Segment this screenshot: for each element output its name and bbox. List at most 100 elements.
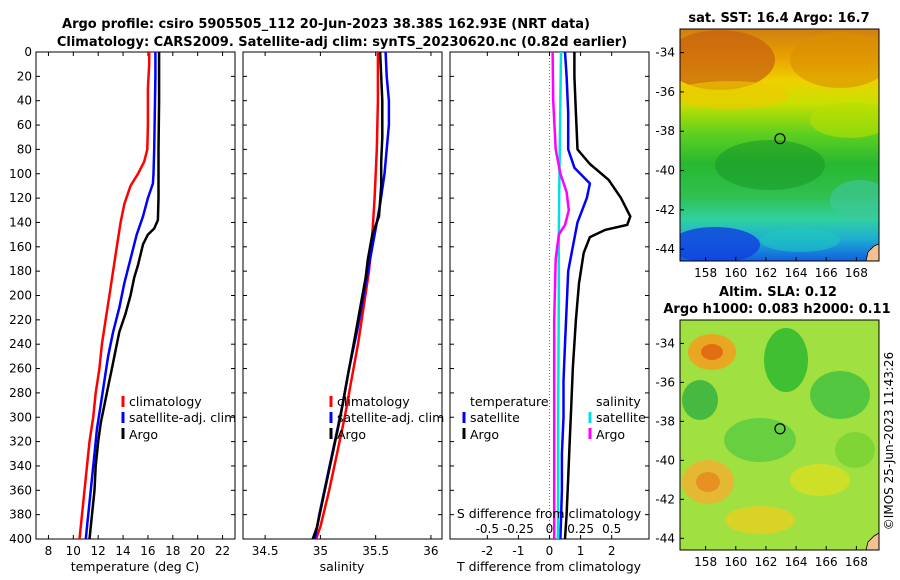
legend-s-satellite: satellite xyxy=(596,410,646,425)
x2-tick-label: -0.5 xyxy=(476,522,499,536)
depth-tick-label: 180 xyxy=(9,264,32,278)
series-line-satellite-adj-clim xyxy=(84,52,157,539)
depth-tick-label: 320 xyxy=(9,435,32,449)
depth-tick-label: 360 xyxy=(9,483,32,497)
legend-temperature-header: temperature xyxy=(470,394,549,409)
difference-xlabel: T difference from climatology xyxy=(456,559,642,574)
x-tick-label: 14 xyxy=(115,544,130,558)
depth-tick-label: 200 xyxy=(9,289,32,303)
x-tick-label: -2 xyxy=(481,544,493,558)
x-tick-label: 35 xyxy=(313,544,328,558)
depth-tick-label: 280 xyxy=(9,386,32,400)
difference-lines xyxy=(551,52,632,539)
depth-tick-label: 400 xyxy=(9,532,32,546)
sst-map-panel: sat. SST: 16.4 Argo: 16.7 158 160 162 164 16… xyxy=(655,11,880,280)
sst-map-y-ticks: -34 -36 -38 -40 -42 -44 xyxy=(655,46,684,256)
x-tick-label: 2 xyxy=(608,544,616,558)
depth-tick-label: 300 xyxy=(9,410,32,424)
map-y-tick-label: -44 xyxy=(655,531,675,545)
depth-tick-label: 100 xyxy=(9,167,32,181)
map-y-tick-label: -44 xyxy=(655,242,675,256)
salinity-lines xyxy=(311,52,391,539)
map-x-tick-label: 162 xyxy=(754,555,777,569)
legend-t-satellite: satellite xyxy=(470,410,520,425)
sla-map-panel: Altim. SLA: 0.12 Argo h1000: 0.083 h2000… xyxy=(655,285,890,569)
sla-map-y-ticks: -34 -36 -38 -40 -42 -44 xyxy=(655,336,684,545)
map-x-tick-label: 158 xyxy=(694,266,717,280)
x2-tick-label: 0.5 xyxy=(602,522,621,536)
salinity-frame xyxy=(242,51,443,540)
map-y-tick-label: -36 xyxy=(655,85,675,99)
salinity-panel: 34.5 35 35.5 36 salinity climatology satell… xyxy=(242,51,444,574)
sla-map-x-ticks: 158 160 162 164 166 168 xyxy=(694,546,868,569)
sla-map-frame xyxy=(679,319,880,551)
x-tick-label: 16 xyxy=(140,544,155,558)
sla-map-title: Altim. SLA: 0.12 xyxy=(719,285,837,300)
x-tick-label: 34.5 xyxy=(252,544,279,558)
series-line-t-argo xyxy=(563,52,632,539)
depth-tick-label: 40 xyxy=(17,94,32,108)
legend-climatology: climatology xyxy=(129,394,202,409)
x-tick-label: 0 xyxy=(546,544,554,558)
legend-s-argo: Argo xyxy=(596,427,625,442)
map-y-tick-label: -42 xyxy=(655,492,675,506)
depth-axis: 0 20 40 60 80 100 120 140 160 180 200 220 240 260 280 3… xyxy=(9,45,649,546)
map-x-tick-label: 168 xyxy=(845,266,868,280)
difference-legend: temperature satellite Argo salinity sate… xyxy=(462,394,646,442)
map-y-tick-label: -34 xyxy=(655,46,675,60)
legend-argo: Argo xyxy=(129,427,158,442)
map-x-tick-label: 160 xyxy=(724,266,747,280)
map-y-tick-label: -40 xyxy=(655,453,675,467)
depth-tick-label: 240 xyxy=(9,337,32,351)
map-x-tick-label: 160 xyxy=(724,555,747,569)
map-y-tick-label: -38 xyxy=(655,124,675,138)
difference-x-ticks: -2 -1 0 1 2 xyxy=(481,52,616,558)
series-line-t-satellite xyxy=(559,52,592,539)
depth-tick-label: 160 xyxy=(9,240,32,254)
depth-tick-label: 140 xyxy=(9,215,32,229)
temperature-legend: climatology satellite-adj. clim Argo xyxy=(121,394,236,442)
depth-tick-label: 120 xyxy=(9,191,32,205)
x-tick-label: 22 xyxy=(215,544,230,558)
x-tick-label: 18 xyxy=(165,544,180,558)
legend-salinity-header: salinity xyxy=(596,394,641,409)
legend-satellite: satellite-adj. clim xyxy=(129,410,236,425)
depth-tick-label: 0 xyxy=(24,45,32,59)
map-x-tick-label: 168 xyxy=(845,555,868,569)
legend-climatology: climatology xyxy=(337,394,410,409)
depth-tick-label: 260 xyxy=(9,362,32,376)
timestamp: ©IMOS 25-Jun-2023 11:43:26 xyxy=(882,352,896,530)
x-tick-label: 10 xyxy=(66,544,81,558)
sla-map-image xyxy=(680,320,879,550)
depth-tick-label: 80 xyxy=(17,142,32,156)
map-x-tick-label: 164 xyxy=(785,555,808,569)
map-x-tick-label: 158 xyxy=(694,555,717,569)
map-x-tick-label: 166 xyxy=(815,555,838,569)
x-tick-label: 35.5 xyxy=(362,544,389,558)
salinity-x-ticks: 34.5 35 35.5 36 xyxy=(252,52,439,558)
temperature-xlabel: temperature (deg C) xyxy=(71,559,200,574)
x-tick-label: 20 xyxy=(190,544,205,558)
x-tick-label: 8 xyxy=(45,544,53,558)
argo-position-marker xyxy=(774,423,786,435)
sla-map-subtitle: Argo h1000: 0.083 h2000: 0.11 xyxy=(663,302,890,317)
x-tick-label: 12 xyxy=(91,544,106,558)
x-tick-label: 36 xyxy=(423,544,438,558)
figure-title-line2: Climatology: CARS2009. Satellite-adj cli… xyxy=(57,35,627,50)
depth-tick-label: 220 xyxy=(9,313,32,327)
map-x-tick-label: 166 xyxy=(815,266,838,280)
map-y-tick-label: -38 xyxy=(655,414,675,428)
sst-map-image xyxy=(680,29,879,261)
map-x-tick-label: 162 xyxy=(754,266,777,280)
x2-tick-label: -0.25 xyxy=(503,522,534,536)
map-y-tick-label: -42 xyxy=(655,203,675,217)
series-line-s-argo xyxy=(551,52,571,539)
series-line-climatology xyxy=(78,52,151,539)
x2-tick-label: 0.25 xyxy=(567,522,594,536)
salinity-xlabel: salinity xyxy=(320,559,365,574)
sst-map-frame xyxy=(679,28,880,262)
series-line-argo xyxy=(311,52,384,539)
sst-map-title: sat. SST: 16.4 Argo: 16.7 xyxy=(688,11,869,26)
map-y-tick-label: -40 xyxy=(655,164,675,178)
